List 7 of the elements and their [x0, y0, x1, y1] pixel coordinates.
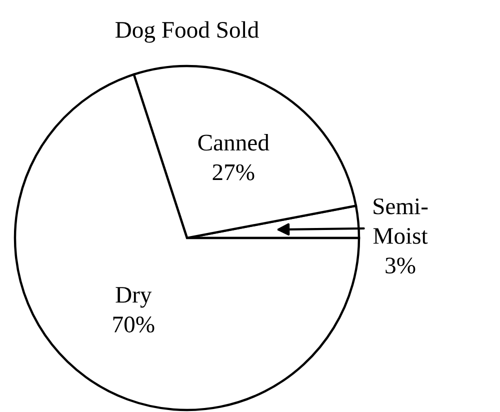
data-label: 70% [113, 316, 154, 333]
slice-label: Semi- Moist [373, 198, 428, 244]
slice-label: Canned [198, 134, 270, 151]
slice-label: Dry [116, 287, 152, 308]
chart-title: Dog Food Sold [116, 21, 259, 43]
data-label: 3% [386, 258, 416, 274]
data-label: 27% [212, 164, 254, 180]
